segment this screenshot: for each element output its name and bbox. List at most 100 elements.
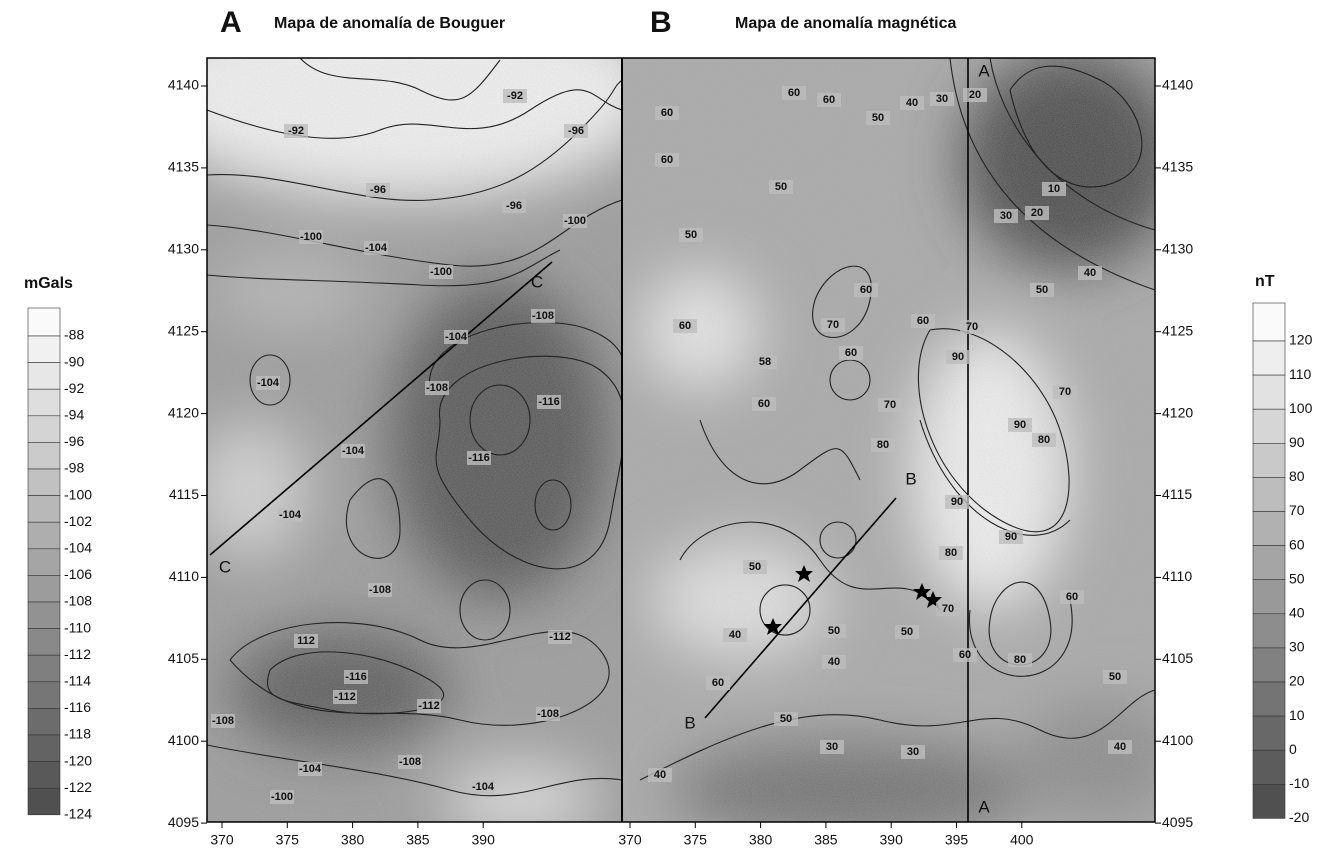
legend-swatch	[1253, 303, 1285, 341]
legend-unit: mGals	[24, 275, 73, 292]
legend-label: -114	[64, 673, 91, 689]
legend-swatch	[1253, 784, 1285, 818]
contour-label: -104	[445, 331, 468, 343]
legend-label: -90	[64, 353, 84, 369]
panel-title: Mapa de anomalía de Bouguer	[274, 15, 505, 32]
legend-swatch	[28, 522, 60, 549]
legend-label: 40	[1289, 605, 1305, 621]
legend-swatch	[28, 735, 60, 762]
legend-swatch	[28, 575, 60, 602]
contour-label: -100	[564, 215, 586, 227]
y-tick-label: 4130	[168, 241, 199, 257]
legend-swatch	[1253, 580, 1285, 614]
legend-swatch	[28, 496, 60, 523]
contour-label: 90	[1005, 531, 1017, 543]
legend-swatch	[28, 416, 60, 443]
legend-swatch	[28, 629, 60, 656]
legend-label: 90	[1289, 434, 1305, 450]
legend-label: -20	[1289, 809, 1309, 825]
profile-label: A	[978, 797, 990, 816]
contour-label: 30	[1000, 210, 1012, 222]
contour-label: 80	[877, 439, 889, 451]
contour-label: 70	[1059, 386, 1071, 398]
contour-label: 90	[951, 496, 963, 508]
contour-label: -100	[430, 266, 452, 278]
legend-label: -100	[64, 486, 92, 502]
contour-label: 50	[685, 229, 697, 241]
x-tick-label: 400	[1010, 832, 1034, 848]
x-tick-label: 395	[945, 832, 969, 848]
contour-label: 40	[1084, 267, 1096, 279]
legend-label: -10	[1289, 775, 1309, 791]
contour-label: 70	[966, 321, 978, 333]
contour-label: -92	[288, 125, 304, 137]
legend-label: 110	[1289, 366, 1312, 382]
legend-label: -94	[64, 407, 84, 423]
legend-swatch	[28, 762, 60, 789]
contour-label: -108	[212, 715, 234, 727]
y-tick-label: 4135	[168, 159, 199, 175]
x-tick-label: 385	[406, 832, 430, 848]
y-tick-label: 4105	[168, 650, 199, 666]
contour-label: -116	[538, 396, 559, 408]
contour-label: 50	[872, 112, 884, 124]
legend-swatch	[1253, 443, 1285, 477]
x-tick-label: 380	[749, 832, 773, 848]
x-tick-label: 380	[341, 832, 365, 848]
y-tick-label: 4100	[168, 732, 199, 748]
legend-swatch	[1253, 546, 1285, 580]
x-tick-label: 370	[210, 832, 234, 848]
contour-label: -108	[399, 756, 421, 768]
profile-label: B	[684, 713, 695, 732]
legend-label: -104	[64, 540, 92, 556]
legend-label: -116	[64, 699, 91, 715]
contour-label: -104	[365, 242, 388, 254]
y-tick-label: 4130	[1162, 241, 1193, 257]
contour-label: -100	[300, 231, 322, 243]
legend-swatch	[28, 708, 60, 735]
contour-label: 50	[775, 181, 787, 193]
contour-label: 10	[1048, 183, 1060, 195]
legend-label: -102	[64, 513, 92, 529]
profile-label: C	[531, 272, 543, 291]
contour-label: 60	[860, 284, 872, 296]
contour-label: -104	[342, 445, 365, 457]
contour-label: -112	[549, 631, 570, 643]
contour-label: -104	[257, 377, 280, 389]
contour-label: -108	[532, 310, 554, 322]
contour-label: -96	[506, 200, 522, 212]
legend-swatch	[28, 336, 60, 363]
figure: A Mapa de anomalía de Bouguer B Mapa de …	[0, 0, 1333, 854]
legend-label: 120	[1289, 332, 1313, 348]
y-tick-label: 4115	[1162, 486, 1192, 502]
contour-label: 20	[969, 89, 981, 101]
legend-swatch	[1253, 682, 1285, 716]
legend-label: 100	[1289, 400, 1313, 416]
contour-label: -96	[370, 184, 386, 196]
legend-swatch	[28, 469, 60, 496]
y-tick-label: 4120	[1162, 404, 1193, 420]
legend-label: -118	[64, 726, 91, 742]
contour-label: 60	[959, 649, 971, 661]
contour-label: -108	[537, 708, 559, 720]
contour-label: 60	[917, 315, 929, 327]
contour-label: -112	[418, 700, 439, 712]
contour-label: 40	[828, 656, 840, 668]
legend-swatch	[28, 682, 60, 709]
legend-swatch	[1253, 341, 1285, 375]
legend-swatch	[1253, 716, 1285, 750]
contour-label: -108	[426, 382, 448, 394]
legend-label: -124	[64, 806, 92, 822]
legend-label: -122	[64, 779, 92, 795]
legend-swatch	[1253, 512, 1285, 546]
legend-unit: nT	[1255, 273, 1275, 290]
contour-label: 58	[759, 356, 771, 368]
legend-swatch	[28, 602, 60, 629]
legend-label: 50	[1289, 570, 1305, 586]
legend-swatch	[1253, 477, 1285, 511]
y-tick-label: 4115	[169, 486, 199, 502]
panel-letter: A	[220, 6, 242, 39]
contour-label: 20	[1031, 207, 1043, 219]
contour-label: 60	[661, 107, 673, 119]
panel-letter: B	[650, 6, 672, 39]
